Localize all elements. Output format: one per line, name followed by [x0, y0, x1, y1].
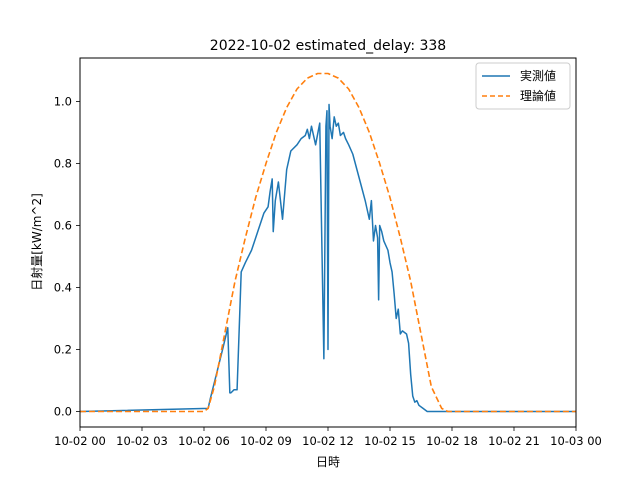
- y-tick-label: 0.8: [54, 156, 72, 170]
- legend-label-1: 理論値: [520, 88, 556, 103]
- y-tick-label: 0.2: [54, 342, 72, 356]
- x-tick-label: 10-02 12: [302, 434, 354, 448]
- y-tick-label: 0.6: [54, 218, 72, 232]
- series-line-0: [79, 103, 576, 413]
- x-axis-label: 日時: [316, 455, 340, 469]
- chart-title: 2022-10-02 estimated_delay: 338: [210, 38, 446, 54]
- y-axis-label: 日射量[kW/m^2]: [29, 193, 44, 291]
- x-tick-label: 10-02 15: [364, 434, 416, 448]
- legend-label-0: 実測値: [520, 68, 556, 83]
- x-tick-label: 10-02 00: [54, 434, 106, 448]
- x-tick-label: 10-02 18: [426, 434, 478, 448]
- y-tick-label: 1.0: [54, 94, 72, 108]
- series-line-1: [80, 72, 576, 413]
- y-tick-label: 0.0: [54, 404, 72, 418]
- x-tick-label: 10-02 03: [116, 434, 168, 448]
- y-tick-label: 0.4: [54, 280, 72, 294]
- x-axis: 10-02 00 10-02 03 10-02 06 10-02 09 10-02 12…: [54, 427, 602, 448]
- x-tick-label: 10-03 00: [550, 434, 602, 448]
- legend-box: [475, 62, 571, 110]
- y-axis: 0.0 0.2 0.4 0.6 0.8 1.0: [54, 94, 80, 418]
- x-tick-label: 10-02 06: [178, 434, 230, 448]
- x-tick-label: 10-02 09: [240, 434, 292, 448]
- x-tick-label: 10-02 21: [488, 434, 540, 448]
- series-layer: [79, 72, 576, 413]
